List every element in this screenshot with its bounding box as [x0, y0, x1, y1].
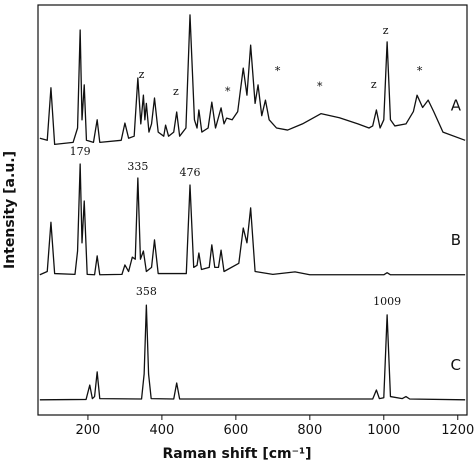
x-tick-label: 400	[149, 423, 174, 438]
x-tick-label: 600	[223, 423, 248, 438]
y-axis-label: Intensity [a.u.]	[2, 151, 18, 269]
peak-annotation: 335	[127, 160, 148, 173]
peak-annotation: 476	[179, 166, 200, 179]
plot-frame	[37, 4, 468, 416]
peak-annotation: *	[225, 85, 231, 98]
peak-annotation: 358	[136, 285, 157, 298]
spectrum-line	[39, 14, 466, 146]
x-tick-label: 1000	[367, 423, 400, 438]
peak-annotation: *	[317, 80, 323, 93]
peak-annotation: 179	[70, 145, 91, 158]
peak-annotation: z	[371, 78, 377, 91]
peak-annotation: 1009	[373, 295, 401, 308]
x-tick-label: 200	[76, 423, 101, 438]
peak-annotation: *	[275, 65, 281, 78]
trace-label: B	[451, 231, 461, 249]
peak-annotation: z	[383, 24, 389, 37]
trace-label: A	[451, 96, 462, 114]
trace-label: C	[451, 356, 461, 374]
peak-annotation: z	[173, 85, 179, 98]
peak-annotation: z	[139, 68, 145, 81]
x-tick-label: 800	[297, 423, 322, 438]
peak-annotation: *	[417, 65, 423, 78]
spectrum-line	[39, 304, 466, 401]
x-tick-label: 1200	[441, 423, 474, 438]
x-axis-label: Raman shift [cm⁻¹]	[162, 446, 311, 462]
spectrum-line	[39, 163, 466, 276]
